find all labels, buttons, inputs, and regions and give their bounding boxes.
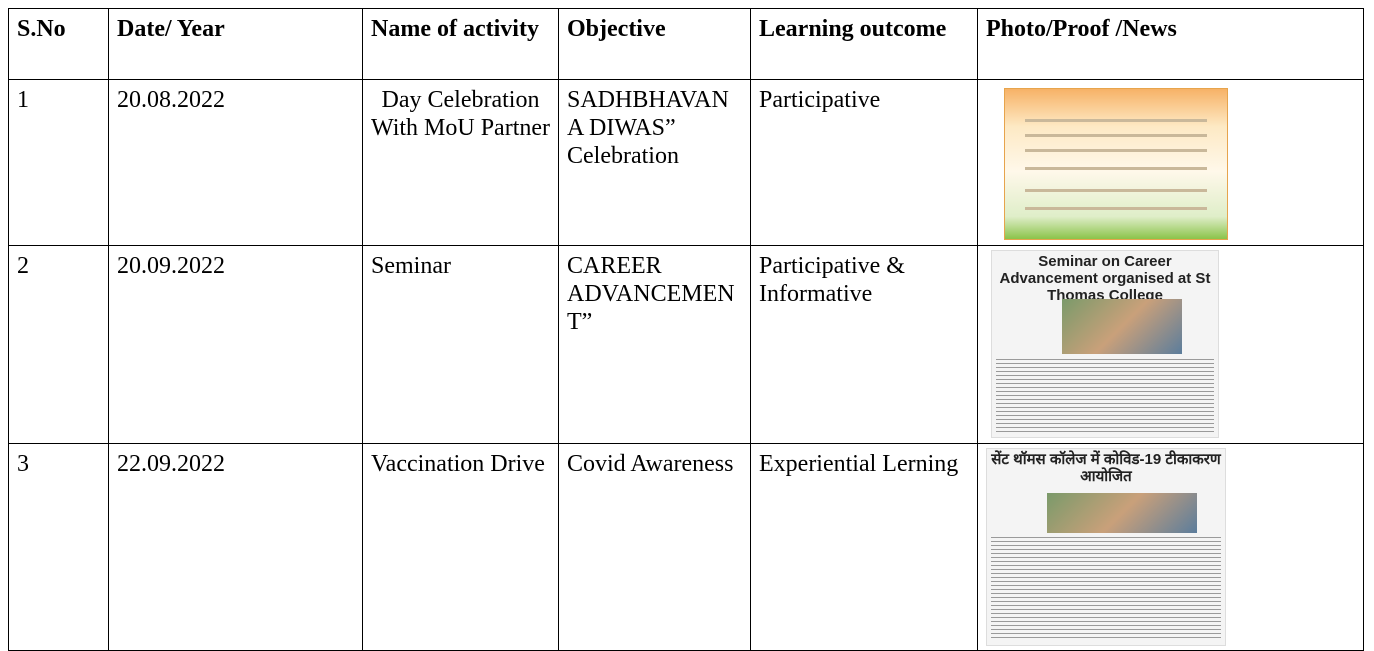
news-photo <box>1047 493 1197 533</box>
activity-table: S.No Date/ Year Name of activity Objective L… <box>8 8 1364 651</box>
header-cell: Photo/Proof /News <box>977 8 1364 80</box>
news-headline: सेंट थॉमस कॉलेज में कोविड-19 टीकाकरण आयो… <box>991 451 1221 485</box>
news-headline: Seminar on Career Advancement organised … <box>999 253 1211 304</box>
table-cell: 3 <box>8 443 109 651</box>
image-line <box>1025 189 1207 192</box>
header-cell: S.No <box>8 8 109 80</box>
table-cell: CAREER ADVANCEMENT” <box>558 245 751 444</box>
table-cell: 1 <box>8 79 109 246</box>
news-photo <box>1062 299 1182 354</box>
header-cell: Objective <box>558 8 751 80</box>
table-cell: 20.08.2022 <box>108 79 363 246</box>
table-cell: Participative <box>750 79 978 246</box>
table-cell: Participative & Informative <box>750 245 978 444</box>
table-row: 3 22.09.2022 Vaccination Drive Covid Awaren… <box>8 443 1364 651</box>
image-line <box>1025 167 1207 170</box>
certificate-image <box>1004 88 1228 240</box>
image-line <box>1025 207 1207 210</box>
news-clipping: सेंट थॉमस कॉलेज में कोविड-19 टीकाकरण आयो… <box>986 448 1226 646</box>
image-line <box>1025 149 1207 152</box>
table-cell: Vaccination Drive <box>362 443 559 651</box>
table-cell: Day Celebration With MoU Partner <box>362 79 559 246</box>
image-line <box>1025 119 1207 122</box>
photo-cell <box>977 79 1364 246</box>
photo-cell: Seminar on Career Advancement organised … <box>977 245 1364 444</box>
table-body: 1 20.08.2022 Day Celebration With MoU Part… <box>8 79 1364 651</box>
header-cell: Learning outcome <box>750 8 978 80</box>
image-line <box>1025 134 1207 137</box>
table-cell: Experiential Lerning <box>750 443 978 651</box>
table-row: 2 20.09.2022 Seminar CAREER ADVANCEMENT” Par… <box>8 245 1364 444</box>
table-cell: 22.09.2022 <box>108 443 363 651</box>
table-row: 1 20.08.2022 Day Celebration With MoU Part… <box>8 79 1364 246</box>
news-clipping: Seminar on Career Advancement organised … <box>991 250 1219 438</box>
table-cell: SADHBHAVANA DIWAS” Celebration <box>558 79 751 246</box>
header-row: S.No Date/ Year Name of activity Objective L… <box>8 8 1364 80</box>
news-text <box>991 537 1221 641</box>
table-cell: Seminar <box>362 245 559 444</box>
table-cell: 20.09.2022 <box>108 245 363 444</box>
table-cell: Covid Awareness <box>558 443 751 651</box>
photo-cell: सेंट थॉमस कॉलेज में कोविड-19 टीकाकरण आयो… <box>977 443 1364 651</box>
header-cell: Date/ Year <box>108 8 363 80</box>
table-cell: 2 <box>8 245 109 444</box>
header-cell: Name of activity <box>362 8 559 80</box>
news-text <box>996 359 1214 433</box>
